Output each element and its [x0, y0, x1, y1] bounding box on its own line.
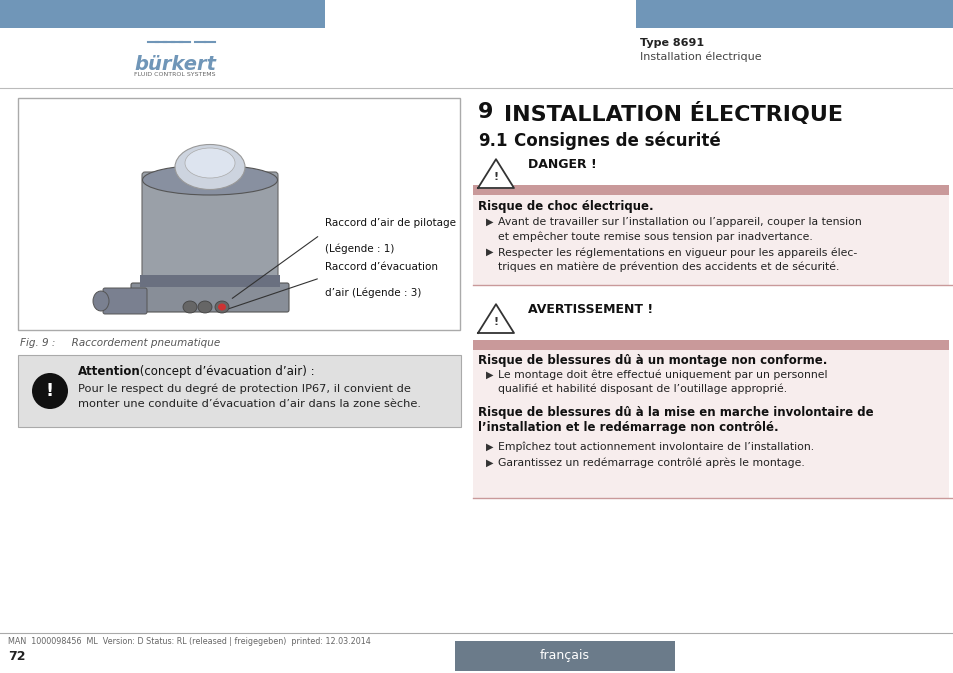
Text: Attention: Attention [78, 365, 141, 378]
Text: Raccord d’évacuation: Raccord d’évacuation [325, 262, 437, 272]
Text: Installation électrique: Installation électrique [639, 52, 760, 63]
Text: DANGER !: DANGER ! [527, 158, 597, 171]
Text: 9: 9 [477, 102, 493, 122]
Bar [0, 0, 325, 28]
Text: ▶: ▶ [485, 217, 493, 227]
Bar [636, 0, 953, 28]
Text: (Légende : 1): (Légende : 1) [325, 243, 394, 254]
Ellipse shape [183, 301, 196, 313]
Text: Pour le respect du degré de protection IP67, il convient de: Pour le respect du degré de protection I… [78, 383, 411, 394]
Text: FLUID CONTROL SYSTEMS: FLUID CONTROL SYSTEMS [134, 72, 215, 77]
Text: INSTALLATION ÉLECTRIQUE: INSTALLATION ÉLECTRIQUE [503, 102, 842, 125]
Ellipse shape [218, 304, 226, 310]
Text: l’installation et le redémarrage non contrôlé.: l’installation et le redémarrage non con… [477, 421, 778, 434]
Text: Consignes de sécurité: Consignes de sécurité [514, 132, 720, 151]
Polygon shape [477, 160, 514, 188]
Text: ▶: ▶ [485, 442, 493, 452]
Text: et empêcher toute remise sous tension par inadvertance.: et empêcher toute remise sous tension pa… [497, 231, 812, 242]
Text: ▶: ▶ [485, 458, 493, 468]
Ellipse shape [142, 165, 277, 195]
FancyBboxPatch shape [142, 172, 277, 308]
Text: triques en matière de prévention des accidents et de sécurité.: triques en matière de prévention des acc… [497, 261, 839, 271]
Text: Le montage doit être effectué uniquement par un personnel: Le montage doit être effectué uniquement… [497, 370, 826, 380]
Bar [455, 641, 675, 671]
Text: Respecter les réglementations en vigueur pour les appareils élec-: Respecter les réglementations en vigueur… [497, 247, 857, 258]
Text: français: français [539, 649, 589, 662]
Bar [473, 185, 948, 195]
Text: !: ! [46, 382, 54, 400]
Text: ▶: ▶ [485, 370, 493, 380]
Text: bürkert: bürkert [133, 55, 215, 74]
FancyBboxPatch shape [131, 283, 289, 312]
Text: AVERTISSEMENT !: AVERTISSEMENT ! [527, 303, 653, 316]
Text: Risque de blessures dû à un montage non conforme.: Risque de blessures dû à un montage non … [477, 354, 826, 367]
Polygon shape [477, 304, 514, 333]
Bar [140, 275, 280, 287]
Text: Type 8691: Type 8691 [639, 38, 703, 48]
Text: 9.1: 9.1 [477, 132, 507, 150]
Text: qualifié et habilité disposant de l’outillage approprié.: qualifié et habilité disposant de l’outi… [497, 384, 786, 394]
Text: Raccord d’air de pilotage: Raccord d’air de pilotage [325, 218, 456, 228]
Ellipse shape [198, 301, 212, 313]
Text: (concept d’évacuation d’air) :: (concept d’évacuation d’air) : [136, 365, 314, 378]
Ellipse shape [92, 291, 109, 311]
Bar [18, 98, 459, 330]
Bar [473, 340, 948, 350]
Text: Fig. 9 :     Raccordement pneumatique: Fig. 9 : Raccordement pneumatique [20, 338, 220, 348]
Text: Risque de choc électrique.: Risque de choc électrique. [477, 200, 653, 213]
Text: 72: 72 [8, 650, 26, 663]
Text: Avant de travailler sur l’installation ou l’appareil, couper la tension: Avant de travailler sur l’installation o… [497, 217, 861, 227]
Ellipse shape [214, 301, 229, 313]
FancyBboxPatch shape [103, 288, 147, 314]
Text: monter une conduite d’évacuation d’air dans la zone sèche.: monter une conduite d’évacuation d’air d… [78, 399, 420, 409]
Text: Risque de blessures dû à la mise en marche involontaire de: Risque de blessures dû à la mise en marc… [477, 406, 873, 419]
Bar [473, 195, 948, 285]
Bar [473, 350, 948, 498]
Text: ▶: ▶ [485, 247, 493, 257]
Circle shape [32, 373, 68, 409]
Text: !: ! [493, 317, 498, 327]
Ellipse shape [185, 148, 234, 178]
Text: d’air (Légende : 3): d’air (Légende : 3) [325, 287, 421, 297]
Text: !: ! [493, 172, 498, 182]
Text: Garantissez un redémarrage contrôlé après le montage.: Garantissez un redémarrage contrôlé aprè… [497, 458, 804, 468]
Ellipse shape [174, 145, 245, 190]
Bar [18, 355, 460, 427]
Text: MAN  1000098456  ML  Version: D Status: RL (released | freigegeben)  printed: 12: MAN 1000098456 ML Version: D Status: RL … [8, 637, 371, 646]
Text: Empîchez tout actionnement involontaire de l’installation.: Empîchez tout actionnement involontaire … [497, 442, 813, 452]
